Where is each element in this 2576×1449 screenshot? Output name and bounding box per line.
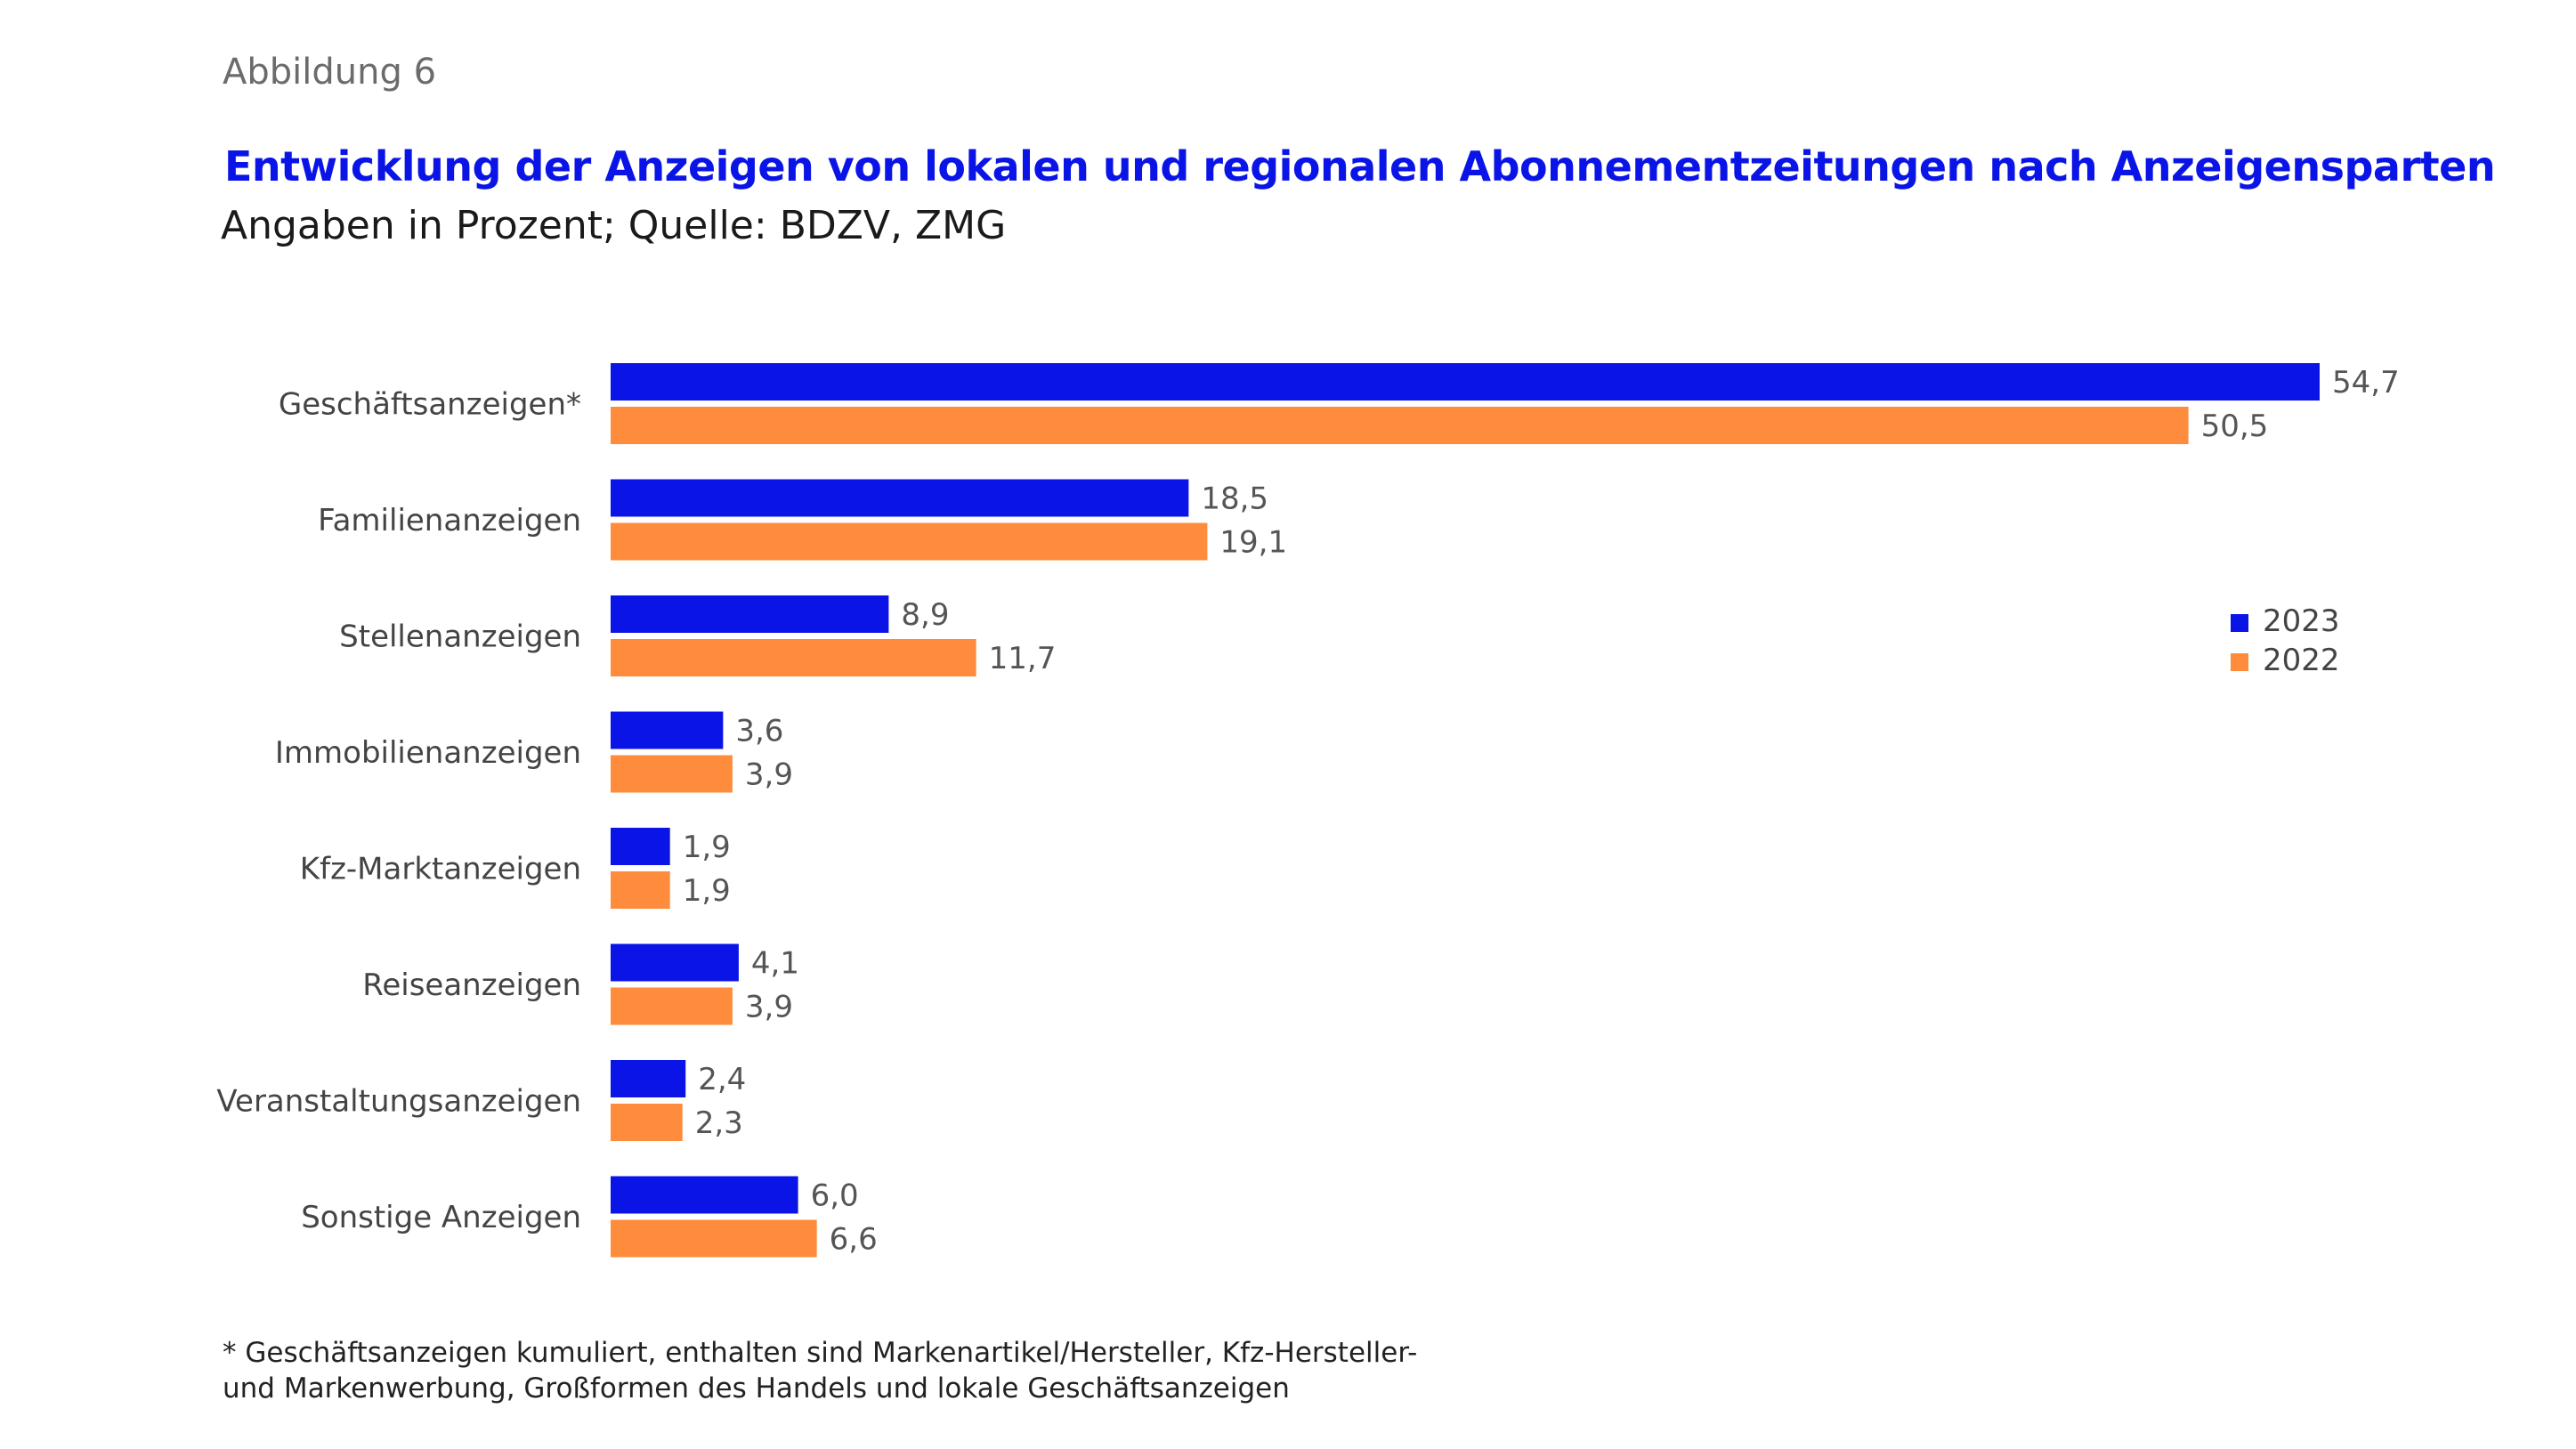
bar-2022: [611, 407, 2189, 444]
bar-2022: [611, 755, 733, 793]
bar-2022: [611, 522, 1208, 561]
data-label: 2,3: [695, 1105, 743, 1141]
bar-2022: [611, 871, 670, 909]
figure-label: Abbildung 6: [223, 52, 437, 93]
bar-2023: [611, 595, 889, 633]
legend-label: 2022: [2263, 643, 2340, 678]
data-label: 4,1: [751, 946, 799, 982]
footnote: * Geschäftsanzeigen kumuliert, enthalten…: [223, 1335, 1736, 1406]
bar-2023: [611, 1060, 686, 1097]
category-label: Kfz-Marktanzeigen: [300, 852, 581, 887]
data-label: 1,9: [683, 830, 731, 865]
data-label: 54,7: [2332, 365, 2400, 401]
data-label: 6,0: [811, 1178, 859, 1214]
chart-title: Entwicklung der Anzeigen von lokalen und…: [224, 142, 2496, 190]
bar-2023: [611, 1176, 798, 1214]
category-label: Geschäftsanzeigen*: [279, 387, 581, 423]
bar-2023: [611, 363, 2320, 401]
legend-label: 2023: [2263, 603, 2340, 639]
category-label: Immobilienanzeigen: [275, 735, 581, 771]
data-label: 18,5: [1201, 482, 1268, 517]
data-label: 2,4: [698, 1062, 746, 1097]
bar-2022: [611, 1219, 817, 1258]
data-label: 50,5: [2201, 409, 2269, 444]
bar-2022: [611, 1104, 683, 1141]
category-label: Stellenanzeigen: [339, 619, 581, 655]
category-label: Sonstige Anzeigen: [301, 1200, 581, 1235]
data-label: 3,6: [735, 714, 783, 749]
bar-2023: [611, 479, 1189, 517]
legend-swatch-2023: [2231, 614, 2248, 632]
category-label: Veranstaltungsanzeigen: [216, 1084, 581, 1120]
data-label: 6,6: [830, 1222, 878, 1258]
bar-2023: [611, 711, 724, 749]
data-label: 11,7: [989, 641, 1057, 676]
bar-2023: [611, 943, 739, 982]
category-label: Reiseanzeigen: [362, 967, 581, 1003]
footnote-line-1: * Geschäftsanzeigen kumuliert, enthalten…: [223, 1337, 1418, 1369]
footnote-line-2: und Markenwerbung, Großformen des Handel…: [223, 1372, 1290, 1404]
bar-2022: [611, 987, 733, 1025]
data-label: 3,9: [745, 757, 793, 793]
chart-subtitle: Angaben in Prozent; Quelle: BDZV, ZMG: [221, 203, 1007, 248]
data-label: 8,9: [901, 597, 949, 633]
data-label: 1,9: [683, 873, 731, 909]
legend-swatch-2022: [2231, 653, 2248, 671]
data-label: 3,9: [745, 990, 793, 1025]
bar-2023: [611, 828, 670, 865]
bar-2022: [611, 639, 976, 676]
category-label: Familienanzeigen: [318, 503, 581, 538]
data-label: 19,1: [1219, 525, 1287, 561]
